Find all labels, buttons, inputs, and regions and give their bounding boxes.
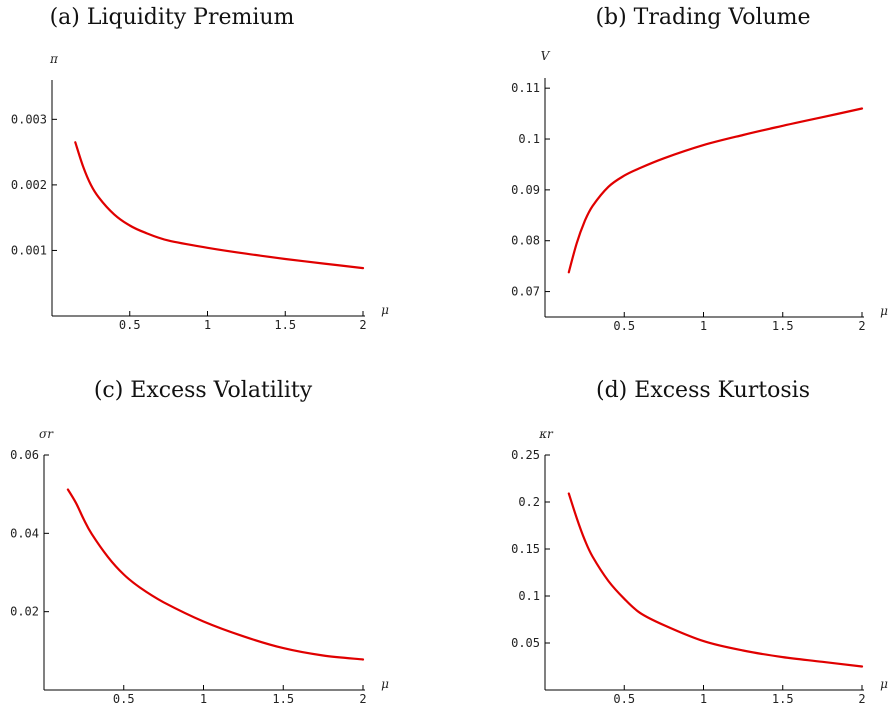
x-axis-label-a: μ: [381, 303, 389, 317]
x-tick-label-b: 1.5: [772, 319, 794, 333]
y-tick-label-b: 0.11: [511, 81, 540, 95]
chart-title-d: (d) Excess Kurtosis: [596, 378, 810, 403]
x-tick-label-d: 1: [700, 692, 707, 706]
y-tick-label-b: 0.07: [511, 285, 540, 299]
y-tick-label-a: 0.001: [11, 243, 47, 257]
y-tick-label-c: 0.04: [10, 526, 39, 540]
x-axis-label-d: μ: [880, 677, 888, 691]
y-axis-label-b: V: [541, 49, 551, 63]
y-axis-label-d: κr: [538, 427, 554, 441]
x-tick-label-a: 1.5: [274, 318, 296, 332]
y-tick-label-b: 0.1: [518, 132, 540, 146]
x-tick-label-c: 1.5: [272, 692, 294, 706]
y-tick-label-a: 0.003: [11, 112, 47, 126]
x-tick-label-d: 1.5: [772, 692, 794, 706]
chart-title-a: (a) Liquidity Premium: [50, 5, 295, 30]
chart-title-c: (c) Excess Volatility: [94, 378, 313, 403]
y-tick-label-d: 0.25: [511, 448, 540, 462]
chart-title-b: (b) Trading Volume: [595, 5, 810, 30]
series-line-b: [567, 107, 864, 274]
series-line-d: [567, 492, 864, 668]
x-tick-label-a: 2: [359, 318, 366, 332]
x-tick-label-c: 2: [359, 692, 366, 706]
y-tick-label-d: 0.2: [518, 495, 540, 509]
y-tick-label-d: 0.05: [511, 636, 540, 650]
x-tick-label-b: 0.5: [613, 319, 635, 333]
x-tick-label-b: 1: [700, 319, 707, 333]
chart-panel-c: (c) Excess Volatility 0.5 1 1.5 2 0.02 0.04 0.0…: [10, 378, 389, 706]
chart-panel-b: (b) Trading Volume 0.5 1 1.5 2 0.07 0.08 0.09 0.…: [511, 5, 888, 333]
x-axis-label-c: μ: [381, 677, 389, 691]
chart-panel-a: (a) Liquidity Premium 0.5 1 1.5 2 0.001 0.002 0…: [11, 5, 389, 332]
x-tick-label-d: 2: [858, 692, 865, 706]
y-tick-label-b: 0.08: [511, 234, 540, 248]
chart-panel-d: (d) Excess Kurtosis 0.5 1 1.5 2 0.05 0.1 0.15 0.…: [511, 378, 888, 706]
x-axis-label-b: μ: [880, 304, 888, 318]
x-tick-label-c: 0.5: [113, 692, 135, 706]
x-tick-label-b: 2: [858, 319, 865, 333]
y-axis-label-a: π: [49, 52, 59, 66]
y-axis-label-c: σr: [39, 427, 54, 441]
y-tick-label-c: 0.06: [10, 448, 39, 462]
series-line-c: [66, 488, 365, 661]
x-tick-label-a: 0.5: [119, 318, 141, 332]
x-tick-label-d: 0.5: [613, 692, 635, 706]
y-tick-label-d: 0.1: [518, 589, 540, 603]
x-tick-label-c: 1: [200, 692, 207, 706]
y-tick-label-d: 0.15: [511, 542, 540, 556]
series-line-a: [74, 141, 365, 270]
x-tick-label-a: 1: [204, 318, 211, 332]
y-tick-label-b: 0.09: [511, 183, 540, 197]
y-tick-label-a: 0.002: [11, 178, 47, 192]
y-tick-label-c: 0.02: [10, 605, 39, 619]
